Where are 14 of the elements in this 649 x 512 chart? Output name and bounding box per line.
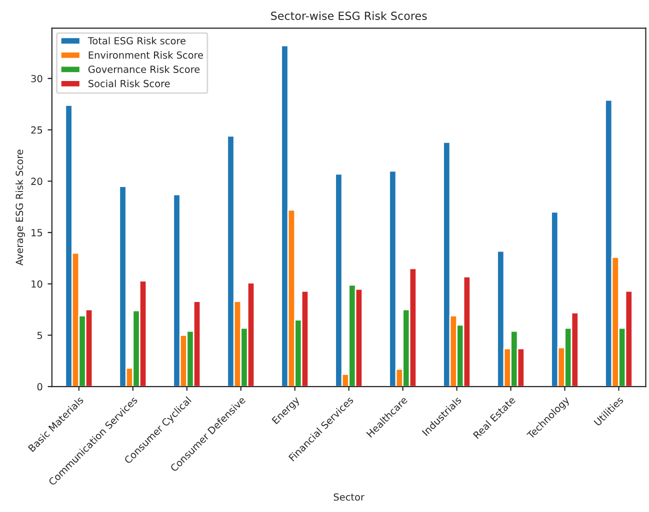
y-tick-label: 20 xyxy=(31,178,42,186)
legend-label: Social Risk Score xyxy=(88,80,170,88)
y-tick-label: 25 xyxy=(31,126,42,134)
y-tick-label: 30 xyxy=(31,74,42,82)
x-axis-title: Sector xyxy=(334,493,364,501)
legend-label: Total ESG Risk score xyxy=(88,36,186,44)
chart-title: Sector-wise ESG Risk Scores xyxy=(271,11,427,20)
y-axis-title: Average ESG Risk Score xyxy=(16,150,25,266)
y-tick-label: 0 xyxy=(37,383,42,390)
legend-label: Governance Risk Score xyxy=(88,65,200,73)
y-tick-label: 10 xyxy=(32,280,42,288)
legend-label: Environment Risk Score xyxy=(88,51,204,59)
y-tick-label: 5 xyxy=(37,332,42,340)
y-tick-label: 15 xyxy=(32,229,42,236)
